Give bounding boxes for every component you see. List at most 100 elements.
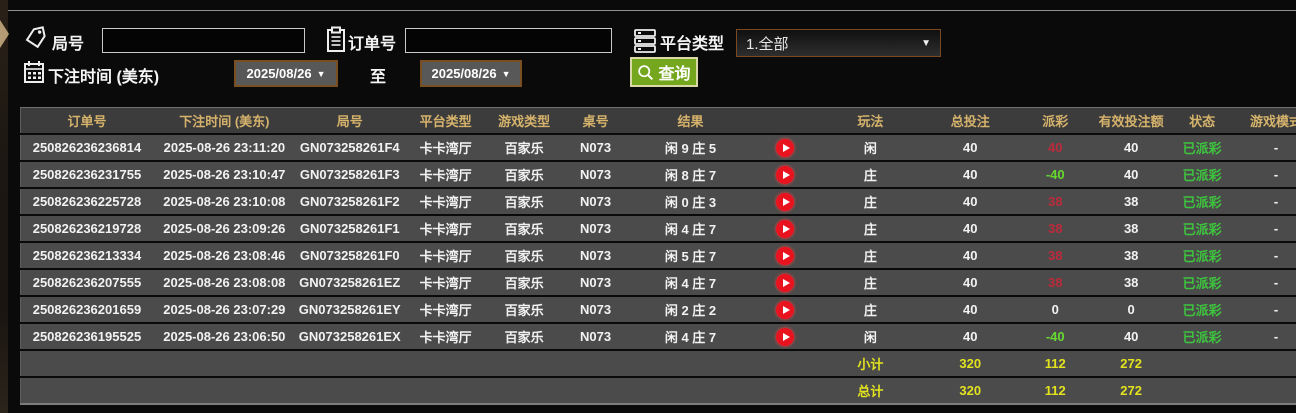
round-no-label: 局号 [52, 36, 85, 53]
subtotal-valid-bet: 272 [1120, 356, 1142, 371]
magnifier-icon [638, 64, 654, 80]
cell-game-mode: - [1273, 329, 1279, 344]
tag-icon [25, 26, 46, 49]
cell-platform: 卡卡湾厅 [419, 195, 472, 210]
cell-payout: 38 [1047, 221, 1063, 236]
cell-order-id: 250826236219728 [32, 221, 142, 236]
platform-type-select[interactable]: 1.全部 ▼ [736, 29, 941, 57]
col-header-total-bet: 总投注 [950, 114, 990, 129]
cell-game-type: 百家乐 [504, 222, 544, 237]
date-from-picker[interactable]: 2025/08/26 ▼ [234, 60, 338, 87]
play-icon [782, 278, 790, 287]
cell-bet-time: 2025-08-26 23:11:20 [163, 140, 286, 155]
cell-replay [750, 162, 820, 187]
grand-total-spacer [21, 378, 820, 403]
cell-table-no: N073 [580, 221, 612, 236]
cell-platform: 卡卡湾厅 [419, 303, 472, 318]
side-panel-strip[interactable] [0, 0, 9, 413]
table-row: 250826236231755 2025-08-26 23:10:47 GN07… [20, 162, 1296, 187]
col-header-valid-bet: 有效投注额 [1098, 114, 1164, 129]
cell-play-type: 庄 [863, 195, 877, 210]
cell-replay [750, 216, 820, 241]
replay-button[interactable] [776, 246, 795, 265]
grand-total-valid-bet: 272 [1120, 383, 1142, 398]
cell-result: 闲 4 庄 7 [664, 276, 717, 291]
cell-result: 闲 8 庄 7 [664, 168, 717, 183]
cell-valid-bet: 38 [1123, 275, 1139, 290]
cell-game-mode: - [1273, 248, 1279, 263]
platform-type-selected-value: 1.全部 [746, 35, 789, 53]
table-row: 250826236219728 2025-08-26 23:09:26 GN07… [20, 216, 1296, 241]
replay-button[interactable] [776, 138, 795, 157]
cell-replay [750, 135, 820, 160]
cell-game-mode: - [1273, 194, 1279, 209]
cell-total-bet: 40 [963, 167, 978, 182]
cell-order-id: 250826236213334 [32, 248, 142, 263]
replay-button[interactable] [776, 192, 795, 211]
calendar-icon [24, 61, 44, 83]
cell-payout: -40 [1045, 329, 1065, 344]
cell-bet-time: 2025-08-26 23:07:29 [163, 302, 286, 317]
table-row: 250826236195525 2025-08-26 23:06:50 GN07… [20, 324, 1296, 349]
play-icon [782, 170, 790, 179]
cell-platform: 卡卡湾厅 [419, 141, 472, 156]
replay-button[interactable] [776, 165, 795, 184]
bet-time-label: 下注时间 (美东) [48, 69, 160, 86]
play-icon [782, 332, 790, 341]
subtotal-spacer [21, 351, 820, 376]
subtotal-label: 小计 [857, 357, 884, 372]
replay-button[interactable] [776, 300, 795, 319]
cell-table-no: N073 [580, 194, 612, 209]
grand-total-label: 总计 [857, 384, 884, 399]
clipboard-icon [327, 26, 345, 52]
cell-valid-bet: 38 [1123, 248, 1139, 263]
cell-bet-time: 2025-08-26 23:10:47 [163, 167, 286, 182]
col-header-bet-time: 下注时间 (美东) [179, 114, 270, 129]
cell-replay [750, 243, 820, 268]
cell-game-mode: - [1273, 221, 1279, 236]
cell-game-type: 百家乐 [504, 195, 544, 210]
cell-total-bet: 40 [963, 329, 978, 344]
cell-payout: 38 [1047, 194, 1063, 209]
cell-table-no: N073 [580, 248, 612, 263]
cell-game-mode: - [1273, 140, 1279, 155]
cell-game-type: 百家乐 [504, 330, 544, 345]
search-button[interactable]: 查询 [630, 57, 698, 87]
col-header-game-type: 游戏类型 [498, 114, 551, 129]
cell-round-id: GN073258261F2 [299, 194, 400, 209]
cell-status: 已派彩 [1182, 276, 1222, 291]
cell-table-no: N073 [580, 275, 612, 290]
col-header-round-id: 局号 [336, 114, 363, 129]
cell-order-id: 250826236225728 [32, 194, 142, 209]
cell-table-no: N073 [580, 329, 612, 344]
search-button-label: 查询 [658, 66, 691, 83]
cell-payout: 38 [1047, 248, 1063, 263]
table-header-row: 订单号 下注时间 (美东) 局号 平台类型 游戏类型 桌号 结果 玩法 总投注 … [20, 107, 1296, 133]
cell-round-id: GN073258261F0 [299, 248, 400, 263]
replay-button[interactable] [776, 327, 795, 346]
cell-play-type: 庄 [863, 303, 877, 318]
date-to-picker[interactable]: 2025/08/26 ▼ [420, 60, 522, 87]
cell-game-mode: - [1273, 275, 1279, 290]
order-no-input[interactable] [405, 28, 612, 53]
replay-button[interactable] [776, 219, 795, 238]
cell-round-id: GN073258261F3 [299, 167, 400, 182]
cell-total-bet: 40 [963, 302, 978, 317]
subtotal-row: 小计 320 112 272 [20, 351, 1296, 376]
table-row: 250826236207555 2025-08-26 23:08:08 GN07… [20, 270, 1296, 295]
cell-valid-bet: 40 [1123, 140, 1139, 155]
chevron-down-icon: ▼ [501, 68, 511, 79]
cell-valid-bet: 38 [1123, 194, 1139, 209]
cell-valid-bet: 0 [1127, 302, 1135, 317]
chevron-down-icon: ▼ [921, 37, 931, 49]
cell-bet-time: 2025-08-26 23:08:08 [163, 275, 286, 290]
col-header-replay [750, 108, 820, 133]
round-no-input[interactable] [102, 28, 305, 53]
table-row: 250826236201659 2025-08-26 23:07:29 GN07… [20, 297, 1296, 322]
replay-button[interactable] [776, 273, 795, 292]
cell-status: 已派彩 [1182, 330, 1222, 345]
cell-table-no: N073 [580, 140, 612, 155]
cell-game-type: 百家乐 [504, 141, 544, 156]
cell-game-type: 百家乐 [504, 249, 544, 264]
cell-play-type: 庄 [863, 249, 877, 264]
